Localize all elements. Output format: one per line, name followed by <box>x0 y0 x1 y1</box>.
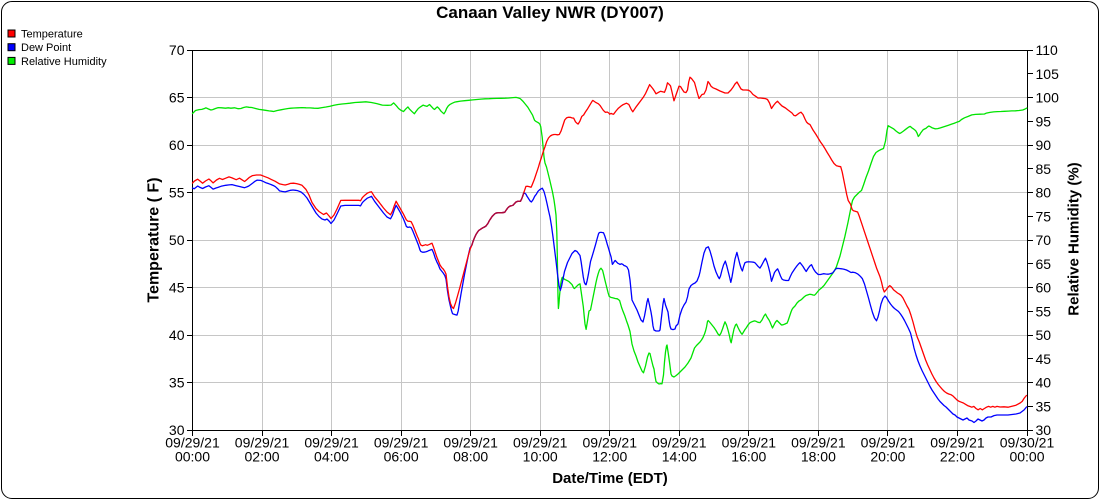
svg-text:Relative Humidity (%): Relative Humidity (%) <box>1066 162 1083 315</box>
svg-text:20:00: 20:00 <box>870 449 905 465</box>
svg-text:Temperature: Temperature <box>21 29 83 41</box>
svg-text:85: 85 <box>1036 161 1052 177</box>
svg-text:80: 80 <box>1036 185 1052 201</box>
svg-text:110: 110 <box>1036 42 1059 58</box>
svg-text:95: 95 <box>1036 113 1052 129</box>
svg-text:02:00: 02:00 <box>245 449 280 465</box>
svg-text:55: 55 <box>1036 303 1052 319</box>
svg-text:09/29/21: 09/29/21 <box>722 435 777 451</box>
svg-text:45: 45 <box>169 280 185 296</box>
svg-text:09/29/21: 09/29/21 <box>443 435 498 451</box>
svg-text:35: 35 <box>1036 398 1052 414</box>
svg-text:Temperature ( F): Temperature ( F) <box>146 177 163 302</box>
svg-text:22:00: 22:00 <box>940 449 975 465</box>
svg-text:09/29/21: 09/29/21 <box>791 435 846 451</box>
svg-text:16:00: 16:00 <box>731 449 766 465</box>
svg-text:09/29/21: 09/29/21 <box>513 435 568 451</box>
svg-text:06:00: 06:00 <box>384 449 419 465</box>
svg-text:65: 65 <box>169 90 185 106</box>
svg-text:09/29/21: 09/29/21 <box>235 435 290 451</box>
svg-text:09/29/21: 09/29/21 <box>165 435 220 451</box>
svg-text:55: 55 <box>169 185 185 201</box>
svg-text:70: 70 <box>1036 232 1052 248</box>
svg-text:09/29/21: 09/29/21 <box>304 435 359 451</box>
svg-text:45: 45 <box>1036 351 1052 367</box>
svg-text:00:00: 00:00 <box>1009 449 1044 465</box>
svg-text:Date/Time (EDT): Date/Time (EDT) <box>552 470 668 487</box>
svg-text:Dew Point: Dew Point <box>21 42 71 54</box>
svg-text:35: 35 <box>169 375 185 391</box>
svg-text:09/29/21: 09/29/21 <box>861 435 916 451</box>
svg-text:40: 40 <box>169 327 185 343</box>
svg-text:70: 70 <box>169 42 185 58</box>
svg-text:04:00: 04:00 <box>314 449 349 465</box>
svg-text:60: 60 <box>169 137 185 153</box>
svg-text:Relative Humidity: Relative Humidity <box>21 56 107 68</box>
svg-text:09/29/21: 09/29/21 <box>930 435 985 451</box>
svg-text:09/29/21: 09/29/21 <box>583 435 638 451</box>
svg-text:09/29/21: 09/29/21 <box>374 435 429 451</box>
svg-text:40: 40 <box>1036 375 1052 391</box>
svg-text:09/29/21: 09/29/21 <box>652 435 707 451</box>
svg-text:10:00: 10:00 <box>523 449 558 465</box>
svg-text:00:00: 00:00 <box>175 449 210 465</box>
svg-text:12:00: 12:00 <box>592 449 627 465</box>
svg-text:75: 75 <box>1036 208 1052 224</box>
svg-text:30: 30 <box>169 422 185 438</box>
svg-text:100: 100 <box>1036 90 1060 106</box>
svg-text:08:00: 08:00 <box>453 449 488 465</box>
svg-text:50: 50 <box>169 232 185 248</box>
svg-text:Canaan Valley NWR (DY007): Canaan Valley NWR (DY007) <box>436 3 664 22</box>
svg-text:60: 60 <box>1036 280 1052 296</box>
svg-text:65: 65 <box>1036 256 1052 272</box>
svg-text:09/30/21: 09/30/21 <box>1000 435 1055 451</box>
svg-text:90: 90 <box>1036 137 1052 153</box>
svg-text:14:00: 14:00 <box>662 449 697 465</box>
svg-text:50: 50 <box>1036 327 1052 343</box>
svg-text:18:00: 18:00 <box>801 449 836 465</box>
svg-text:30: 30 <box>1036 422 1052 438</box>
svg-text:105: 105 <box>1036 66 1060 82</box>
